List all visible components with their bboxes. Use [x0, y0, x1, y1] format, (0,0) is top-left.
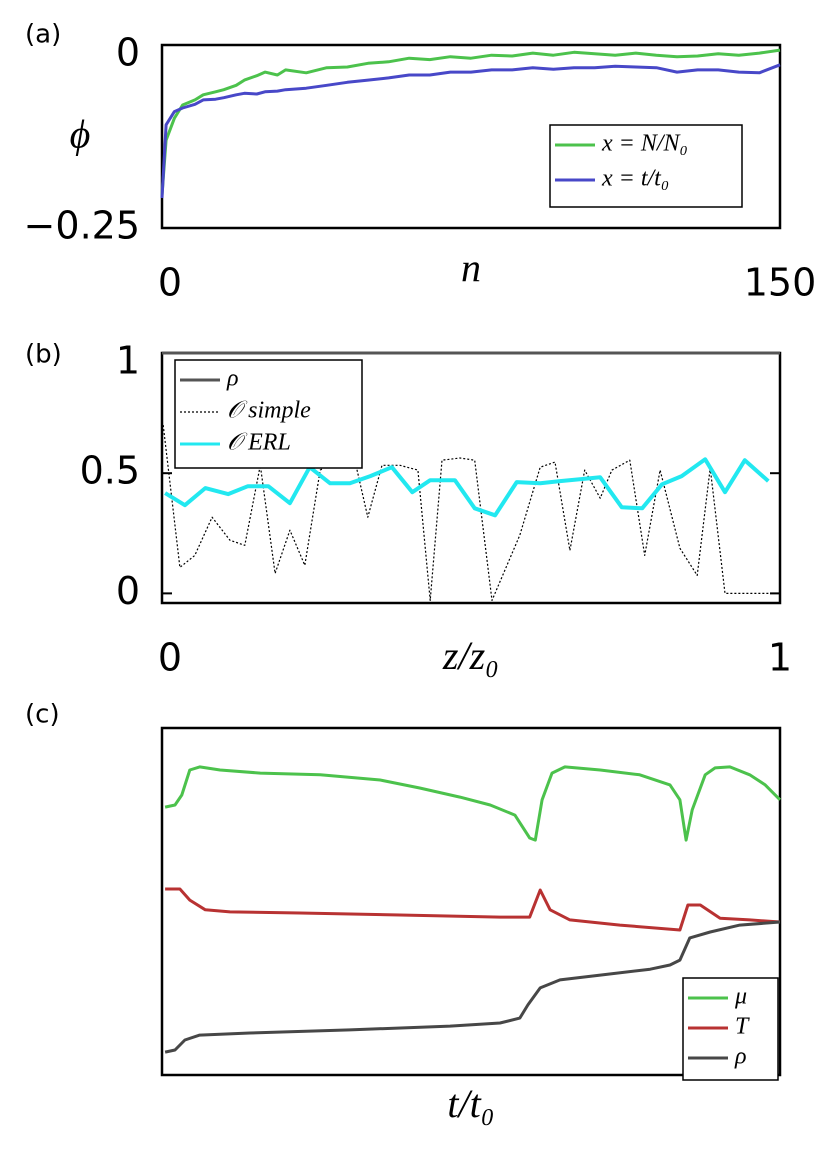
legend-label: 𝒪 simple — [227, 398, 311, 424]
legend-box — [174, 359, 363, 469]
x-tick-label: 1 — [768, 636, 792, 680]
legend-box — [549, 124, 743, 208]
panel-label: (a) — [25, 20, 61, 50]
y-tick-label: 1 — [116, 339, 140, 383]
x-axis-label: z/z₀ — [442, 633, 499, 678]
legend-label: ρ — [226, 366, 239, 392]
series-line — [165, 887, 781, 932]
panel-label: (c) — [25, 700, 60, 730]
plot-frame — [160, 43, 782, 230]
y-tick-label: 0.5 — [80, 449, 140, 493]
series-line — [160, 48, 781, 196]
y-tick-label: 0 — [116, 31, 140, 75]
series-line — [164, 765, 782, 842]
legend-label: ρ — [734, 1044, 747, 1070]
plot-frame — [160, 726, 782, 1077]
legend-label: T — [735, 1014, 750, 1040]
series-line — [160, 63, 781, 199]
x-axis-label: n — [461, 245, 481, 290]
legend-label: x = N/N₀ — [601, 131, 688, 157]
x-axis-label: t/t₀ — [447, 1081, 494, 1126]
legend-label: 𝒪 ERL — [227, 430, 291, 456]
y-axis-label: ϕ — [70, 112, 91, 157]
series-line — [162, 425, 780, 602]
panel-label: (b) — [25, 340, 62, 370]
y-tick-label: 0 — [116, 569, 140, 613]
series-line — [164, 920, 781, 1054]
y-tick-label: −0.25 — [24, 204, 140, 248]
x-tick-label: 150 — [744, 261, 817, 305]
x-tick-label: 0 — [158, 261, 182, 305]
legend-label: μ — [734, 984, 747, 1010]
series-line — [164, 457, 770, 518]
legend-label: x = t/t₀ — [601, 166, 669, 192]
x-tick-label: 0 — [158, 636, 182, 680]
